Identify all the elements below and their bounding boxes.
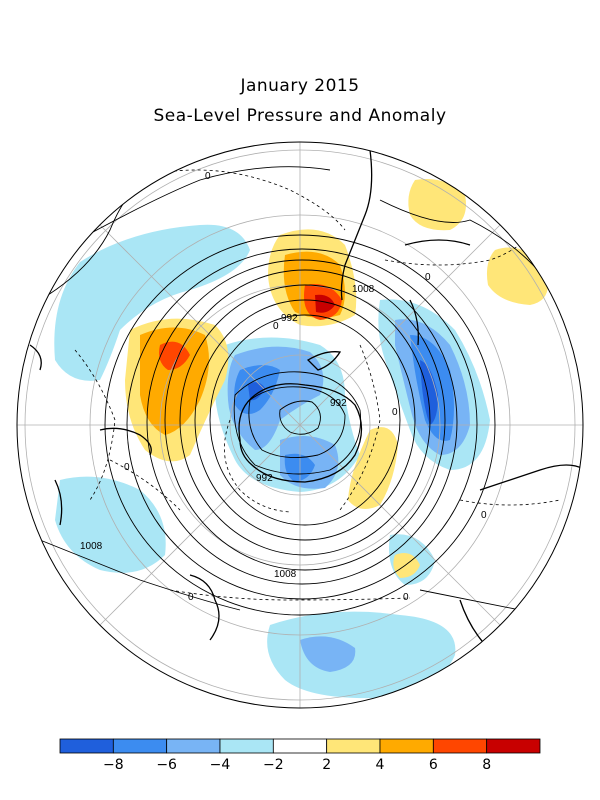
colorbar-swatch	[59, 738, 114, 754]
colorbar-swatch	[326, 738, 381, 754]
contour-label: 0	[124, 462, 130, 473]
map-content	[17, 142, 583, 708]
colorbar-swatch	[486, 738, 541, 754]
anomaly-negative-region	[55, 476, 166, 573]
anomaly-negative-core	[420, 360, 438, 425]
contour-label: 0	[425, 272, 431, 283]
colorbar-tick-label: −2	[263, 757, 284, 773]
colorbar-tick-label: 8	[482, 757, 492, 773]
contour-label: 0	[403, 592, 409, 603]
colorbar-swatch	[219, 738, 274, 754]
contour-label: 0	[273, 321, 279, 332]
contour-label: 0	[188, 592, 194, 603]
colorbar-swatch	[166, 738, 221, 754]
map-subtitle: Sea-Level Pressure and Anomaly	[153, 106, 447, 126]
colorbar-tick-label: 2	[322, 757, 332, 773]
anomaly-extreme-positive-core	[315, 294, 335, 313]
colorbar-swatch	[432, 738, 488, 754]
anomaly-positive-core	[140, 327, 209, 435]
contour-label: 1008	[274, 569, 297, 580]
contour-label: 992	[281, 313, 298, 324]
colorbar-tick-label: 4	[375, 757, 385, 773]
colorbar-swatch	[112, 738, 168, 754]
anomaly-negative-region	[54, 224, 251, 381]
colorbar-swatch	[272, 738, 328, 754]
anomaly-negative-region	[267, 611, 456, 699]
map-title: January 2015	[240, 76, 360, 96]
contour-labels: 0 0 1008 992 992 0 0 0 992 0 1008 1008 0…	[80, 171, 487, 603]
contour-label: 992	[330, 398, 347, 409]
anomaly-positive-region	[348, 427, 398, 509]
graticule	[17, 142, 583, 708]
contour-label: 1008	[80, 541, 103, 552]
contour-label: 1008	[352, 284, 375, 295]
colorbar-tick-label: 6	[428, 757, 438, 773]
colorbar-tick-label: −8	[103, 757, 124, 773]
contour-label: 0	[392, 407, 398, 418]
anomaly-shading	[54, 179, 548, 699]
contour-label: 0	[481, 510, 487, 521]
contour-label: 992	[256, 473, 273, 484]
colorbar-tick-label: −4	[209, 757, 231, 773]
colorbar-swatch	[379, 738, 434, 754]
map-border	[16, 141, 584, 709]
anomaly-weak-negative-region	[300, 636, 356, 672]
anomaly-negative-core	[248, 382, 265, 401]
contour-label: 0	[205, 171, 211, 182]
colorbar	[59, 738, 541, 754]
colorbar-tick-label: −6	[156, 757, 177, 773]
